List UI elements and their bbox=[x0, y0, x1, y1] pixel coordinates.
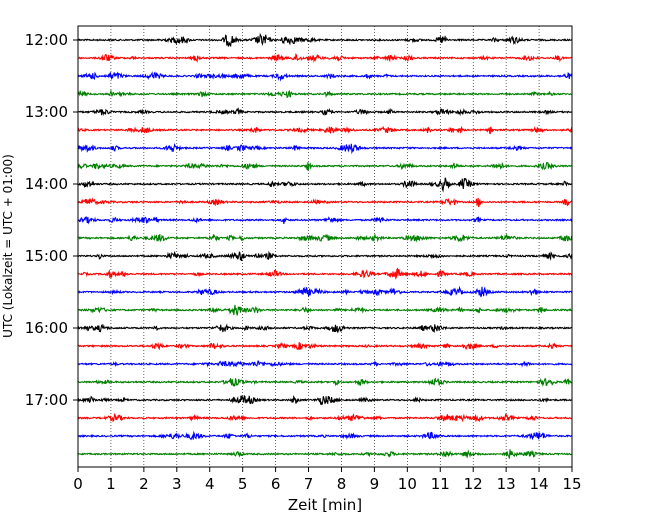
y-tick-label: 17:00 bbox=[25, 391, 68, 409]
plot-frame bbox=[77, 25, 573, 468]
trace-row bbox=[77, 88, 573, 99]
trace-row bbox=[77, 323, 573, 334]
trace-row bbox=[77, 412, 573, 423]
y-tick-label: 13:00 bbox=[25, 103, 68, 121]
x-tick-label: 7 bbox=[304, 475, 314, 493]
trace-row bbox=[77, 341, 573, 352]
trace-row bbox=[77, 377, 573, 387]
y-axis-ticks: 12:00 13:00 14:00 15:00 16:00 17:00 bbox=[25, 31, 78, 409]
trace-row bbox=[77, 449, 573, 459]
x-tick-label: 14 bbox=[530, 475, 549, 493]
x-tick-label: 11 bbox=[431, 475, 450, 493]
x-tick-label: 1 bbox=[106, 475, 116, 493]
plot-background bbox=[78, 26, 572, 467]
trace-row bbox=[77, 142, 573, 155]
trace-row bbox=[77, 71, 573, 82]
seismic-traces bbox=[77, 32, 573, 459]
x-axis-ticks: 0 1 2 3 4 5 6 7 8 9 10 11 12 13 14 15 bbox=[73, 467, 582, 493]
x-tick-label: 3 bbox=[172, 475, 182, 493]
y-tick-label: 14:00 bbox=[25, 175, 68, 193]
y-axis-label: UTC (Lokalzeit = UTC + 01:00) bbox=[1, 154, 15, 338]
x-tick-label: 4 bbox=[205, 475, 215, 493]
trace-row bbox=[77, 250, 573, 262]
trace-row bbox=[77, 107, 573, 117]
trace-row bbox=[77, 430, 573, 441]
trace-row bbox=[77, 32, 573, 47]
trace-row bbox=[77, 177, 573, 193]
trace-row bbox=[77, 285, 573, 298]
y-tick-label: 15:00 bbox=[25, 247, 68, 265]
trace-row bbox=[77, 52, 573, 63]
trace-row bbox=[77, 233, 573, 243]
trace-row bbox=[77, 359, 573, 368]
x-tick-label: 6 bbox=[271, 475, 281, 493]
y-tick-label: 16:00 bbox=[25, 319, 68, 337]
x-tick-label: 12 bbox=[464, 475, 483, 493]
x-tick-label: 8 bbox=[337, 475, 347, 493]
x-tick-label: 15 bbox=[562, 475, 581, 493]
x-tick-label: 9 bbox=[370, 475, 380, 493]
x-tick-label: 0 bbox=[73, 475, 83, 493]
x-tick-label: 10 bbox=[398, 475, 417, 493]
x-tick-label: 5 bbox=[238, 475, 248, 493]
trace-row bbox=[77, 161, 573, 171]
trace-row bbox=[77, 215, 573, 225]
trace-row bbox=[77, 304, 573, 316]
trace-row bbox=[77, 125, 573, 135]
x-tick-label: 13 bbox=[497, 475, 516, 493]
x-axis-label: Zeit [min] bbox=[288, 496, 362, 514]
trace-row bbox=[77, 197, 573, 208]
y-tick-label: 12:00 bbox=[25, 31, 68, 49]
x-tick-label: 2 bbox=[139, 475, 149, 493]
trace-row bbox=[77, 267, 573, 280]
trace-row bbox=[77, 394, 573, 406]
